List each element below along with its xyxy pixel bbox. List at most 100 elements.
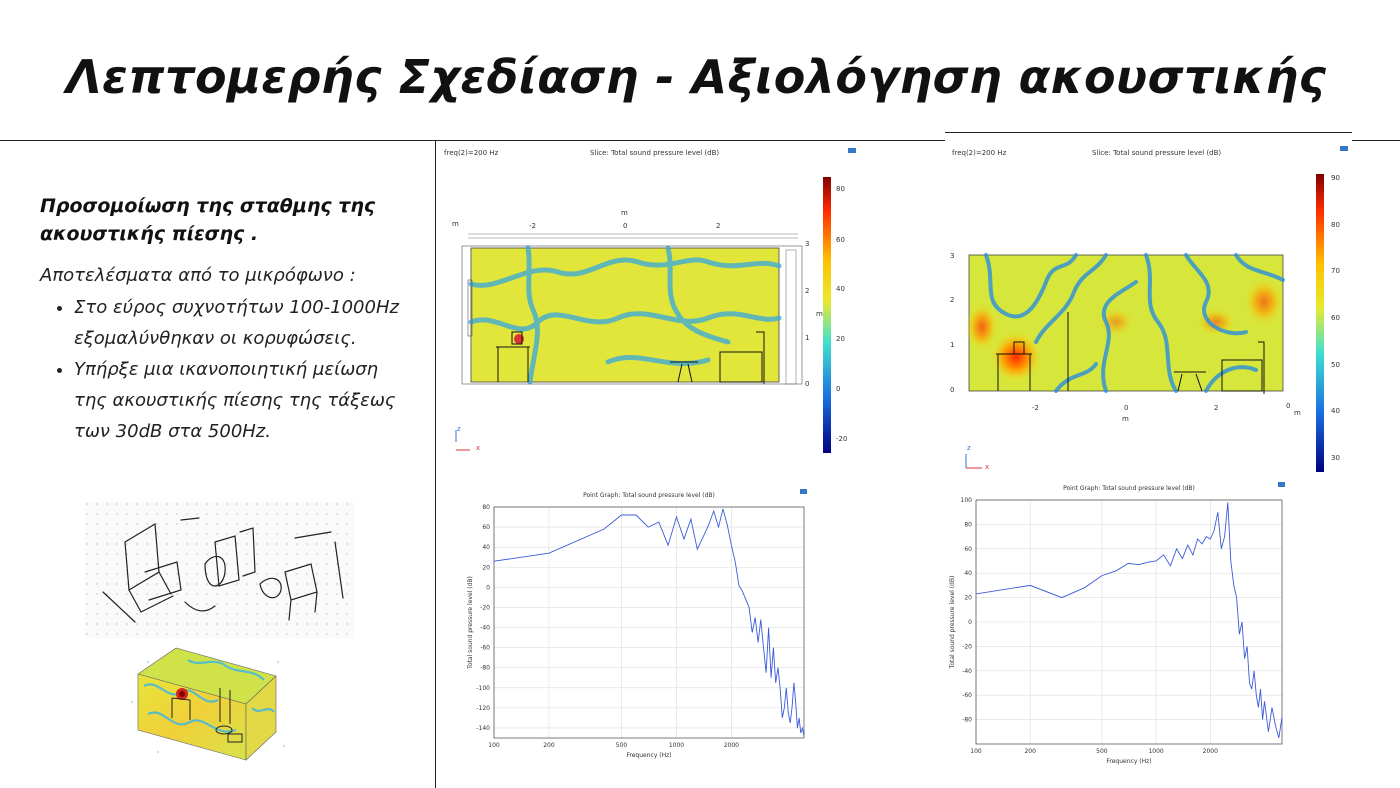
colorbar-tick: -20 [836,435,848,443]
x-tick-label: 2000 [724,742,739,749]
y-tick-label: -140 [476,725,490,732]
plot-frame [493,506,805,739]
slice-freq-label: freq(2)=200 Hz [444,149,499,157]
slice-freq-label: freq(2)=200 Hz [952,149,1007,157]
y-tick-label: -40 [480,625,490,632]
colorbar-tick: 90 [1331,174,1340,182]
y-tick-label: 40 [964,570,972,577]
slice-x-unit: m [1122,415,1129,423]
vertical-divider [435,140,436,788]
y-axis-label: Total sound pressure level (dB) [467,576,474,670]
y-tick-label: -60 [962,692,972,699]
chart-svg: Point Graph: Total sound pressure level … [949,482,1285,765]
x-tick-label: 100 [488,742,500,749]
slice-x-tick: 0 [1124,404,1129,412]
slice-x-tick: 2 [716,222,721,230]
colorbar-tick: 50 [1331,361,1340,369]
slice-x-unit: m [1294,409,1301,417]
slice-y-tick: 1 [950,341,955,349]
chart-title: Point Graph: Total sound pressure level … [583,492,715,499]
slice-x-tick: 0 [623,222,628,230]
export-icon [1278,482,1285,487]
x-axis-label: Frequency (Hz) [626,752,671,759]
top-divider-right [1352,140,1400,141]
colorbar-tick: 30 [1331,454,1340,462]
top-divider-left [0,140,945,141]
slice-x-unit-top: m [621,209,628,217]
chart-svg: Point Graph: Total sound pressure level … [467,489,807,759]
series-line [975,502,1283,739]
slice-plot-2: freq(2)=200 Hz Slice: Total sound pressu… [946,142,1350,472]
export-icon [800,489,807,494]
slice-y-tick: 2 [950,296,955,304]
x-tick-label: 1000 [1148,748,1163,755]
slice-x-tick: 0 [1286,402,1291,410]
slice-title: Slice: Total sound pressure level (dB) [590,149,720,157]
slice-x-unit: m [452,220,459,228]
y-tick-label: -60 [480,645,490,652]
y-tick-label: -120 [476,705,490,712]
slice-x-tick: -2 [1032,404,1039,412]
series-line [493,508,805,737]
slice-title: Slice: Total sound pressure level (dB) [1092,149,1222,157]
y-tick-label: 60 [482,524,490,531]
slice-y-unit: m [816,310,823,318]
x-axis-label: Frequency (Hz) [1106,758,1151,765]
slice-y-tick: 3 [805,240,810,248]
axis-z-label: z [967,444,971,452]
top-divider-mid [945,132,1352,133]
slide-title: Λεπτομερής Σχεδίαση - Αξιολόγηση ακουστι… [66,50,1327,104]
text-column: Προσομοίωση της σταθμης της ακουστικής π… [40,192,410,447]
axis-x-label: x [985,463,990,471]
y-tick-label: 40 [482,544,490,551]
bullet-item: Υπήρξε μια ικανοποιητική μείωση της ακου… [74,354,410,447]
x-tick-label: 500 [616,742,628,749]
y-tick-label: 20 [964,595,972,602]
plot-frame [975,499,1283,745]
y-tick-label: 80 [482,504,490,511]
y-tick-label: 80 [964,521,972,528]
subtitle: Προσομοίωση της σταθμης της ακουστικής π… [40,195,376,245]
x-tick-label: 2000 [1203,748,1218,755]
y-tick-label: -20 [480,604,490,611]
bullet-item: Στο εύρος συχνοτήτων 100-1000Hz εξομαλύν… [74,292,410,354]
room-sketch-image [85,502,355,638]
slice-y-tick: 2 [805,287,810,295]
y-tick-label: -40 [962,668,972,675]
export-icon[interactable] [848,148,856,153]
x-tick-label: 200 [1024,748,1036,755]
slice-y-tick: 0 [805,380,810,388]
colorbar-tick: 80 [1331,221,1340,229]
lead-text: Αποτελέσματα από το μικρόφωνο : [40,265,356,286]
slice-plot-1: freq(2)=200 Hz Slice: Total sound pressu… [438,142,898,472]
slice-y-tick: 0 [950,386,955,394]
chart-title: Point Graph: Total sound pressure level … [1063,485,1195,492]
x-tick-label: 200 [543,742,555,749]
x-tick-label: 100 [970,748,982,755]
y-tick-label: 100 [961,497,973,504]
axis-z-label: z [457,425,461,433]
y-tick-label: 0 [486,584,490,591]
y-tick-label: 60 [964,546,972,553]
colorbar-tick: 40 [836,285,845,293]
y-axis-label: Total sound pressure level (dB) [949,576,956,670]
slice-x-tick: 2 [1214,404,1219,412]
colorbar-tick: 60 [836,236,845,244]
x-tick-label: 500 [1096,748,1108,755]
x-tick-label: 1000 [669,742,684,749]
colorbar-tick: 70 [1331,267,1340,275]
slice-map-1 [455,148,856,453]
colorbar-tick: 20 [836,335,845,343]
colorbar-tick: 80 [836,185,845,193]
room-3d-model-image [131,647,285,761]
colorbar-tick: 60 [1331,314,1340,322]
line-chart-1: Point Graph: Total sound pressure level … [438,485,818,785]
bullet-list: Στο εύρος συχνοτήτων 100-1000Hz εξομαλύν… [40,292,410,447]
y-tick-label: -100 [476,685,490,692]
y-tick-label: 0 [968,619,972,626]
slice-x-tick: -2 [529,222,536,230]
slice-map-2 [965,146,1348,472]
export-icon[interactable] [1340,146,1348,151]
y-tick-label: -80 [962,717,972,724]
y-tick-label: -20 [962,643,972,650]
